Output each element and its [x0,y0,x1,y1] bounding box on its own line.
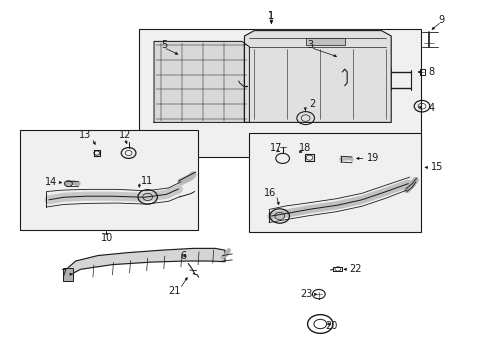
Text: 13: 13 [79,130,92,140]
Text: 15: 15 [429,162,442,172]
Text: 7: 7 [61,269,66,279]
Text: 18: 18 [298,143,310,153]
Bar [20,130,198,230]
Bar [305,38,344,45]
Text: 2: 2 [308,99,314,109]
Polygon shape [67,248,224,280]
Text: 23: 23 [300,289,312,300]
Bar [139,29,420,157]
Text: 1: 1 [268,11,274,21]
Text: 1: 1 [268,11,274,21]
Text: 17: 17 [269,143,282,153]
Text: 9: 9 [438,15,444,25]
Text: 20: 20 [325,321,337,331]
Polygon shape [244,31,390,122]
Polygon shape [154,41,249,122]
Text: 19: 19 [366,153,378,163]
Text: 22: 22 [348,264,361,274]
Text: 16: 16 [264,188,276,198]
Text: 8: 8 [427,67,433,77]
Text: 6: 6 [180,251,186,261]
Text: 5: 5 [161,40,166,50]
Text: 12: 12 [118,130,131,140]
Bar [62,268,73,281]
Text: 14: 14 [45,177,58,187]
Text: 10: 10 [100,233,113,243]
Text: 3: 3 [307,40,313,50]
Text: 4: 4 [427,103,433,113]
Text: 21: 21 [167,286,180,296]
Bar [249,133,420,232]
Text: 11: 11 [140,176,153,186]
